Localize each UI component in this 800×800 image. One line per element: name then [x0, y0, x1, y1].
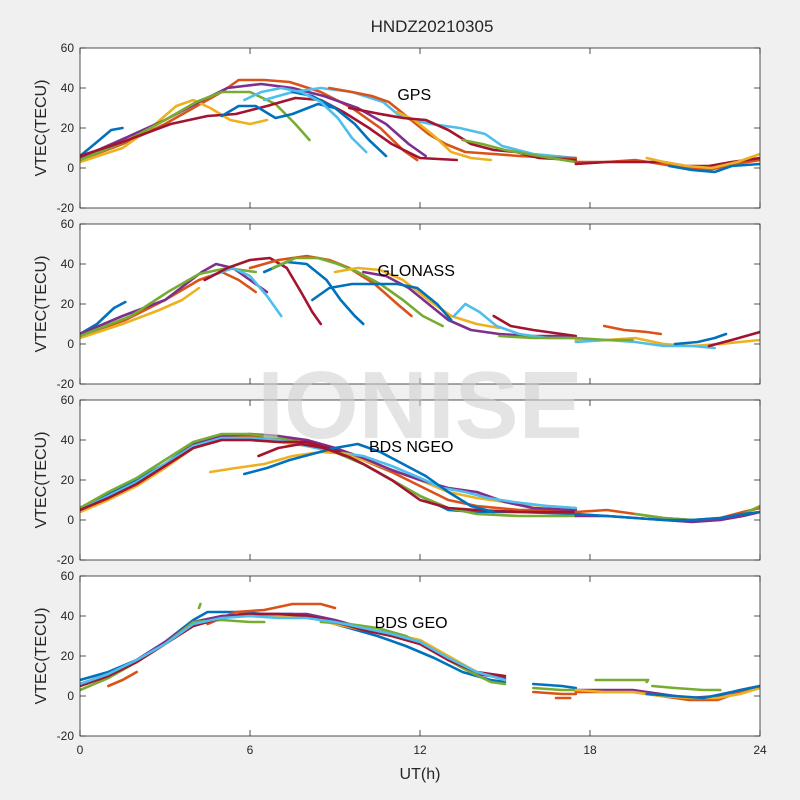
y-tick-label: 40 — [61, 81, 75, 95]
y-tick-label: 40 — [61, 609, 75, 623]
series-line-14 — [574, 510, 760, 522]
series-line-19 — [673, 332, 728, 346]
y-tick-label: 20 — [61, 121, 75, 135]
series-line-4 — [80, 262, 269, 336]
series-line-18 — [668, 162, 760, 174]
series-line-10 — [257, 442, 348, 458]
series-line-21 — [498, 334, 634, 342]
x-tick-label: 24 — [753, 743, 767, 757]
y-tick-label: 0 — [67, 161, 74, 175]
y-tick-label: 40 — [61, 257, 75, 271]
subplot-bds-ngeo: -20 0 20 40 60 VTEC(TECU) BDS NGEO — [33, 393, 761, 567]
x-tick-label: 18 — [583, 743, 597, 757]
series-line-11 — [532, 682, 578, 690]
series-group — [80, 432, 760, 524]
series-line-8 — [197, 602, 202, 610]
series-line-11 — [333, 266, 501, 330]
series-line-16 — [602, 324, 663, 336]
series-line-13 — [532, 690, 578, 696]
y-tick-label: 20 — [61, 649, 75, 663]
series-line-17 — [645, 152, 760, 170]
x-axis-label: UT(h) — [400, 766, 441, 783]
x-tick-label: 6 — [247, 743, 254, 757]
x-tick-label: 12 — [413, 743, 427, 757]
y-tick-label: 60 — [61, 41, 75, 55]
series-group — [80, 78, 760, 174]
series-line-12 — [532, 686, 578, 692]
series-line-15 — [492, 314, 578, 338]
series-group — [80, 254, 760, 350]
series-line-10 — [271, 256, 444, 328]
series-line-7 — [203, 256, 323, 326]
series-line-1 — [80, 126, 124, 158]
annotation-label: GLONASS — [378, 263, 455, 280]
y-axis-label: VTEC(TECU) — [33, 432, 50, 529]
annotation-label: GPS — [397, 87, 431, 104]
y-axis-label: VTEC(TECU) — [33, 256, 50, 353]
y-tick-label: 60 — [61, 569, 75, 583]
series-line-9 — [243, 442, 495, 514]
y-tick-label: 0 — [67, 513, 74, 527]
series-line-14 — [243, 86, 368, 154]
axes-background — [80, 576, 760, 736]
x-tick-label: 0 — [77, 743, 84, 757]
subplot-gps: -20 0 20 40 60 VTEC(TECU) GPS — [33, 41, 761, 215]
series-line-17 — [645, 678, 650, 684]
series-line-2 — [107, 670, 138, 688]
series-line-5 — [80, 90, 311, 162]
series-line-6 — [209, 266, 283, 318]
series-line-8 — [209, 450, 351, 474]
series-line-2 — [80, 270, 257, 338]
y-tick-label: 40 — [61, 433, 75, 447]
series-line-8 — [220, 102, 337, 120]
series-line-2 — [80, 78, 419, 162]
watermark: IONISE — [257, 352, 582, 459]
y-tick-label: 0 — [67, 689, 74, 703]
figure-title: HNDZ20210305 — [371, 17, 494, 36]
y-axis-label: VTEC(TECU) — [33, 608, 50, 705]
series-group — [80, 602, 760, 702]
series-line-20 — [707, 330, 760, 348]
series-line-13 — [311, 282, 453, 322]
series-line-7 — [80, 438, 578, 514]
y-tick-label: -20 — [57, 553, 75, 567]
y-axis-label: VTEC(TECU) — [33, 80, 50, 177]
series-line-21 — [645, 684, 760, 700]
y-tick-label: -20 — [57, 729, 75, 743]
annotation-label: BDS NGEO — [369, 439, 453, 456]
y-tick-label: -20 — [57, 201, 75, 215]
y-tick-label: 20 — [61, 473, 75, 487]
y-tick-label: 60 — [61, 217, 75, 231]
subplot-glonass: -20 0 20 40 60 VTEC(TECU) GLONASS — [33, 217, 761, 391]
y-tick-label: -20 — [57, 377, 75, 391]
series-line-3 — [206, 602, 337, 626]
y-tick-label: 0 — [67, 337, 74, 351]
y-tick-label: 20 — [61, 297, 75, 311]
series-line-3 — [80, 98, 269, 164]
series-line-13 — [461, 138, 578, 164]
series-line-10 — [80, 614, 507, 686]
annotation-label: BDS GEO — [375, 615, 448, 632]
axes-background — [80, 224, 760, 384]
series-line-3 — [80, 286, 201, 340]
series-line-16 — [651, 684, 722, 692]
series-line-7 — [80, 96, 459, 162]
series-line-12 — [362, 270, 578, 340]
y-tick-label: 60 — [61, 393, 75, 407]
